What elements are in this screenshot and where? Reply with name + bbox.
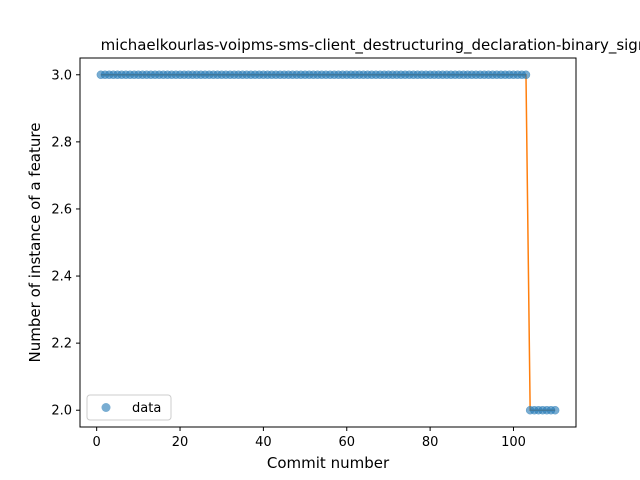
y-tick-label: 2.0 (51, 404, 72, 419)
y-tick-label: 2.8 (51, 135, 72, 150)
data-point (550, 405, 560, 415)
plot-frame (79, 57, 577, 428)
legend-label-data: data (132, 401, 161, 416)
legend-box (86, 394, 172, 421)
y-tick-label: 2.6 (51, 202, 72, 217)
y-tick-label: 3.0 (51, 68, 72, 83)
y-axis-label: Number of instance of a feature (26, 123, 44, 363)
fit-line-layer (100, 74, 556, 411)
y-tick-label: 2.2 (51, 337, 72, 352)
x-tick-label: 60 (338, 435, 355, 450)
x-axis-label: Commit number (267, 454, 390, 472)
x-tick-label: 80 (422, 435, 439, 450)
y-tick-label: 2.4 (51, 270, 72, 285)
fit-line (100, 74, 556, 411)
x-tick-label: 40 (255, 435, 272, 450)
legend: data (86, 394, 172, 421)
x-axis-ticks: 0 20 40 60 80 100 (93, 427, 526, 450)
x-tick-label: 0 (93, 435, 101, 450)
x-tick-label: 20 (172, 435, 189, 450)
x-tick-label: 100 (501, 435, 526, 450)
data-points-layer (96, 70, 560, 415)
y-axis-ticks: 2.0 2.2 2.4 2.6 2.8 3.0 (51, 68, 80, 419)
legend-marker-data (101, 403, 111, 412)
data-point (521, 70, 531, 80)
chart-title: michaelkourlas-voipms-sms-client_destruc… (101, 36, 640, 55)
